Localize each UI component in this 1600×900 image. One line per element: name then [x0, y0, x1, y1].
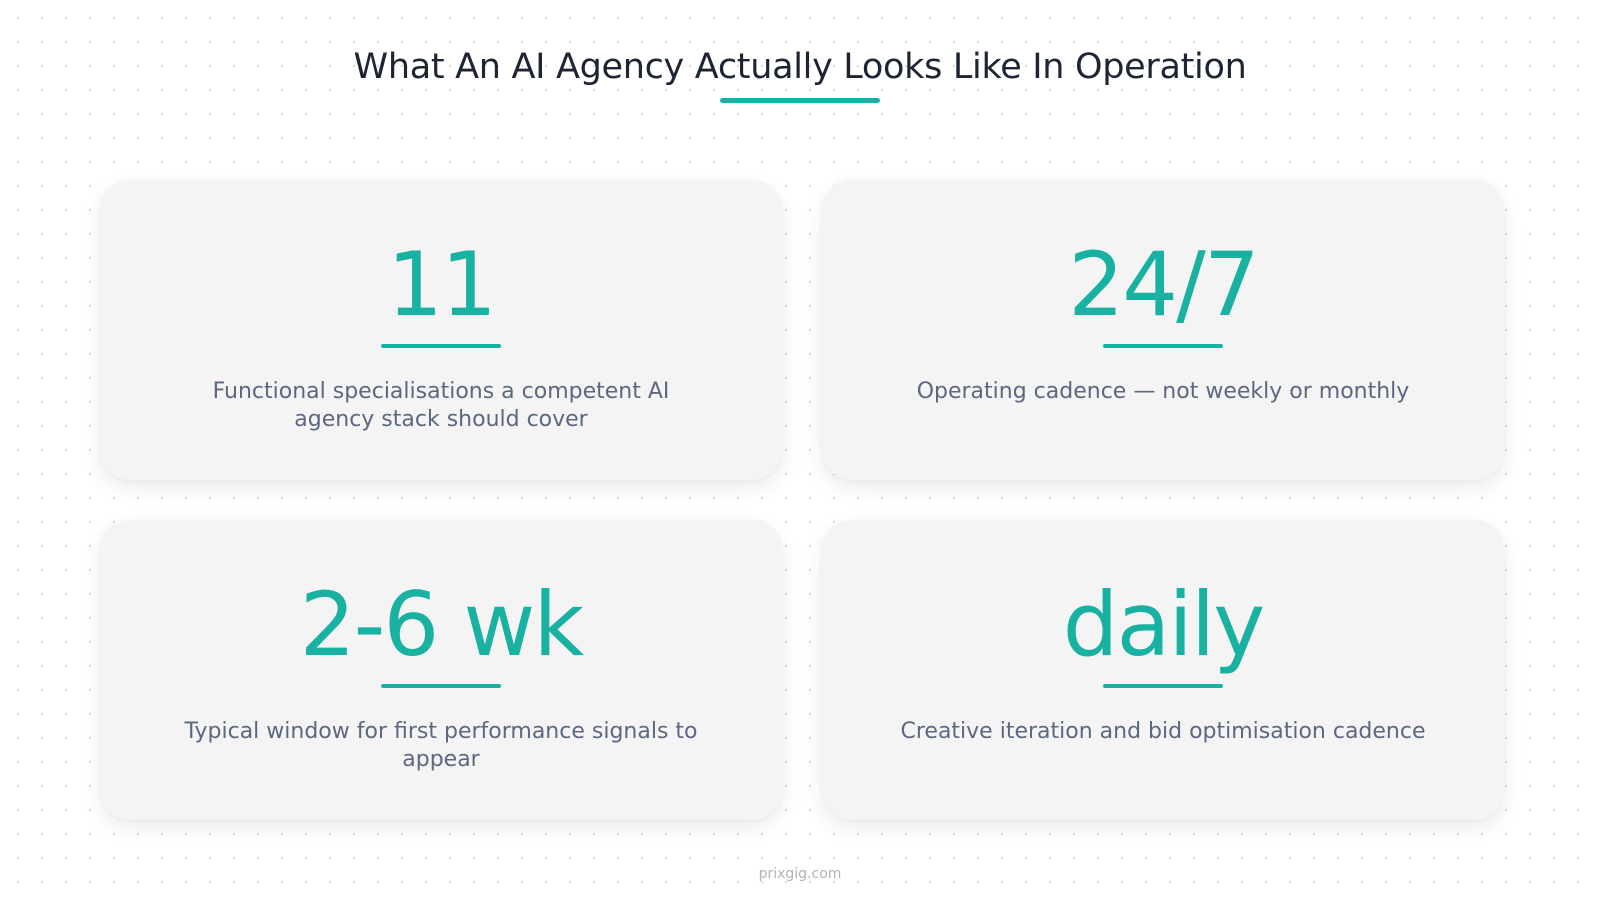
stat-value: 11	[387, 233, 497, 336]
footer-domain: prixgig.com	[758, 866, 842, 882]
stat-divider	[1103, 684, 1223, 688]
title-underline	[720, 98, 880, 103]
stat-card-operating-cadence: 24/7 Operating cadence — not weekly or m…	[822, 180, 1504, 480]
stat-value: 2-6 wk	[299, 573, 585, 676]
stat-description: Operating cadence — not weekly or monthl…	[916, 379, 1410, 404]
stat-card-specialisations: 11 Functional specialisations a competen…	[100, 180, 782, 480]
stat-card-performance-window: 2-6 wk Typical window for first performa…	[100, 520, 782, 820]
stat-card-iteration-cadence: daily Creative iteration and bid optimis…	[822, 520, 1504, 820]
stat-divider	[381, 344, 501, 348]
stat-description: Typical window for first performance sig…	[184, 719, 698, 772]
stat-description: Functional specialisations a competent A…	[212, 379, 670, 432]
stat-divider	[381, 684, 501, 688]
stat-description: Creative iteration and bid optimisation …	[900, 719, 1426, 744]
page-title: What An AI Agency Actually Looks Like In…	[353, 47, 1247, 87]
stat-divider	[1103, 344, 1223, 348]
stat-value: 24/7	[1068, 233, 1260, 336]
stat-value: daily	[1062, 573, 1266, 676]
